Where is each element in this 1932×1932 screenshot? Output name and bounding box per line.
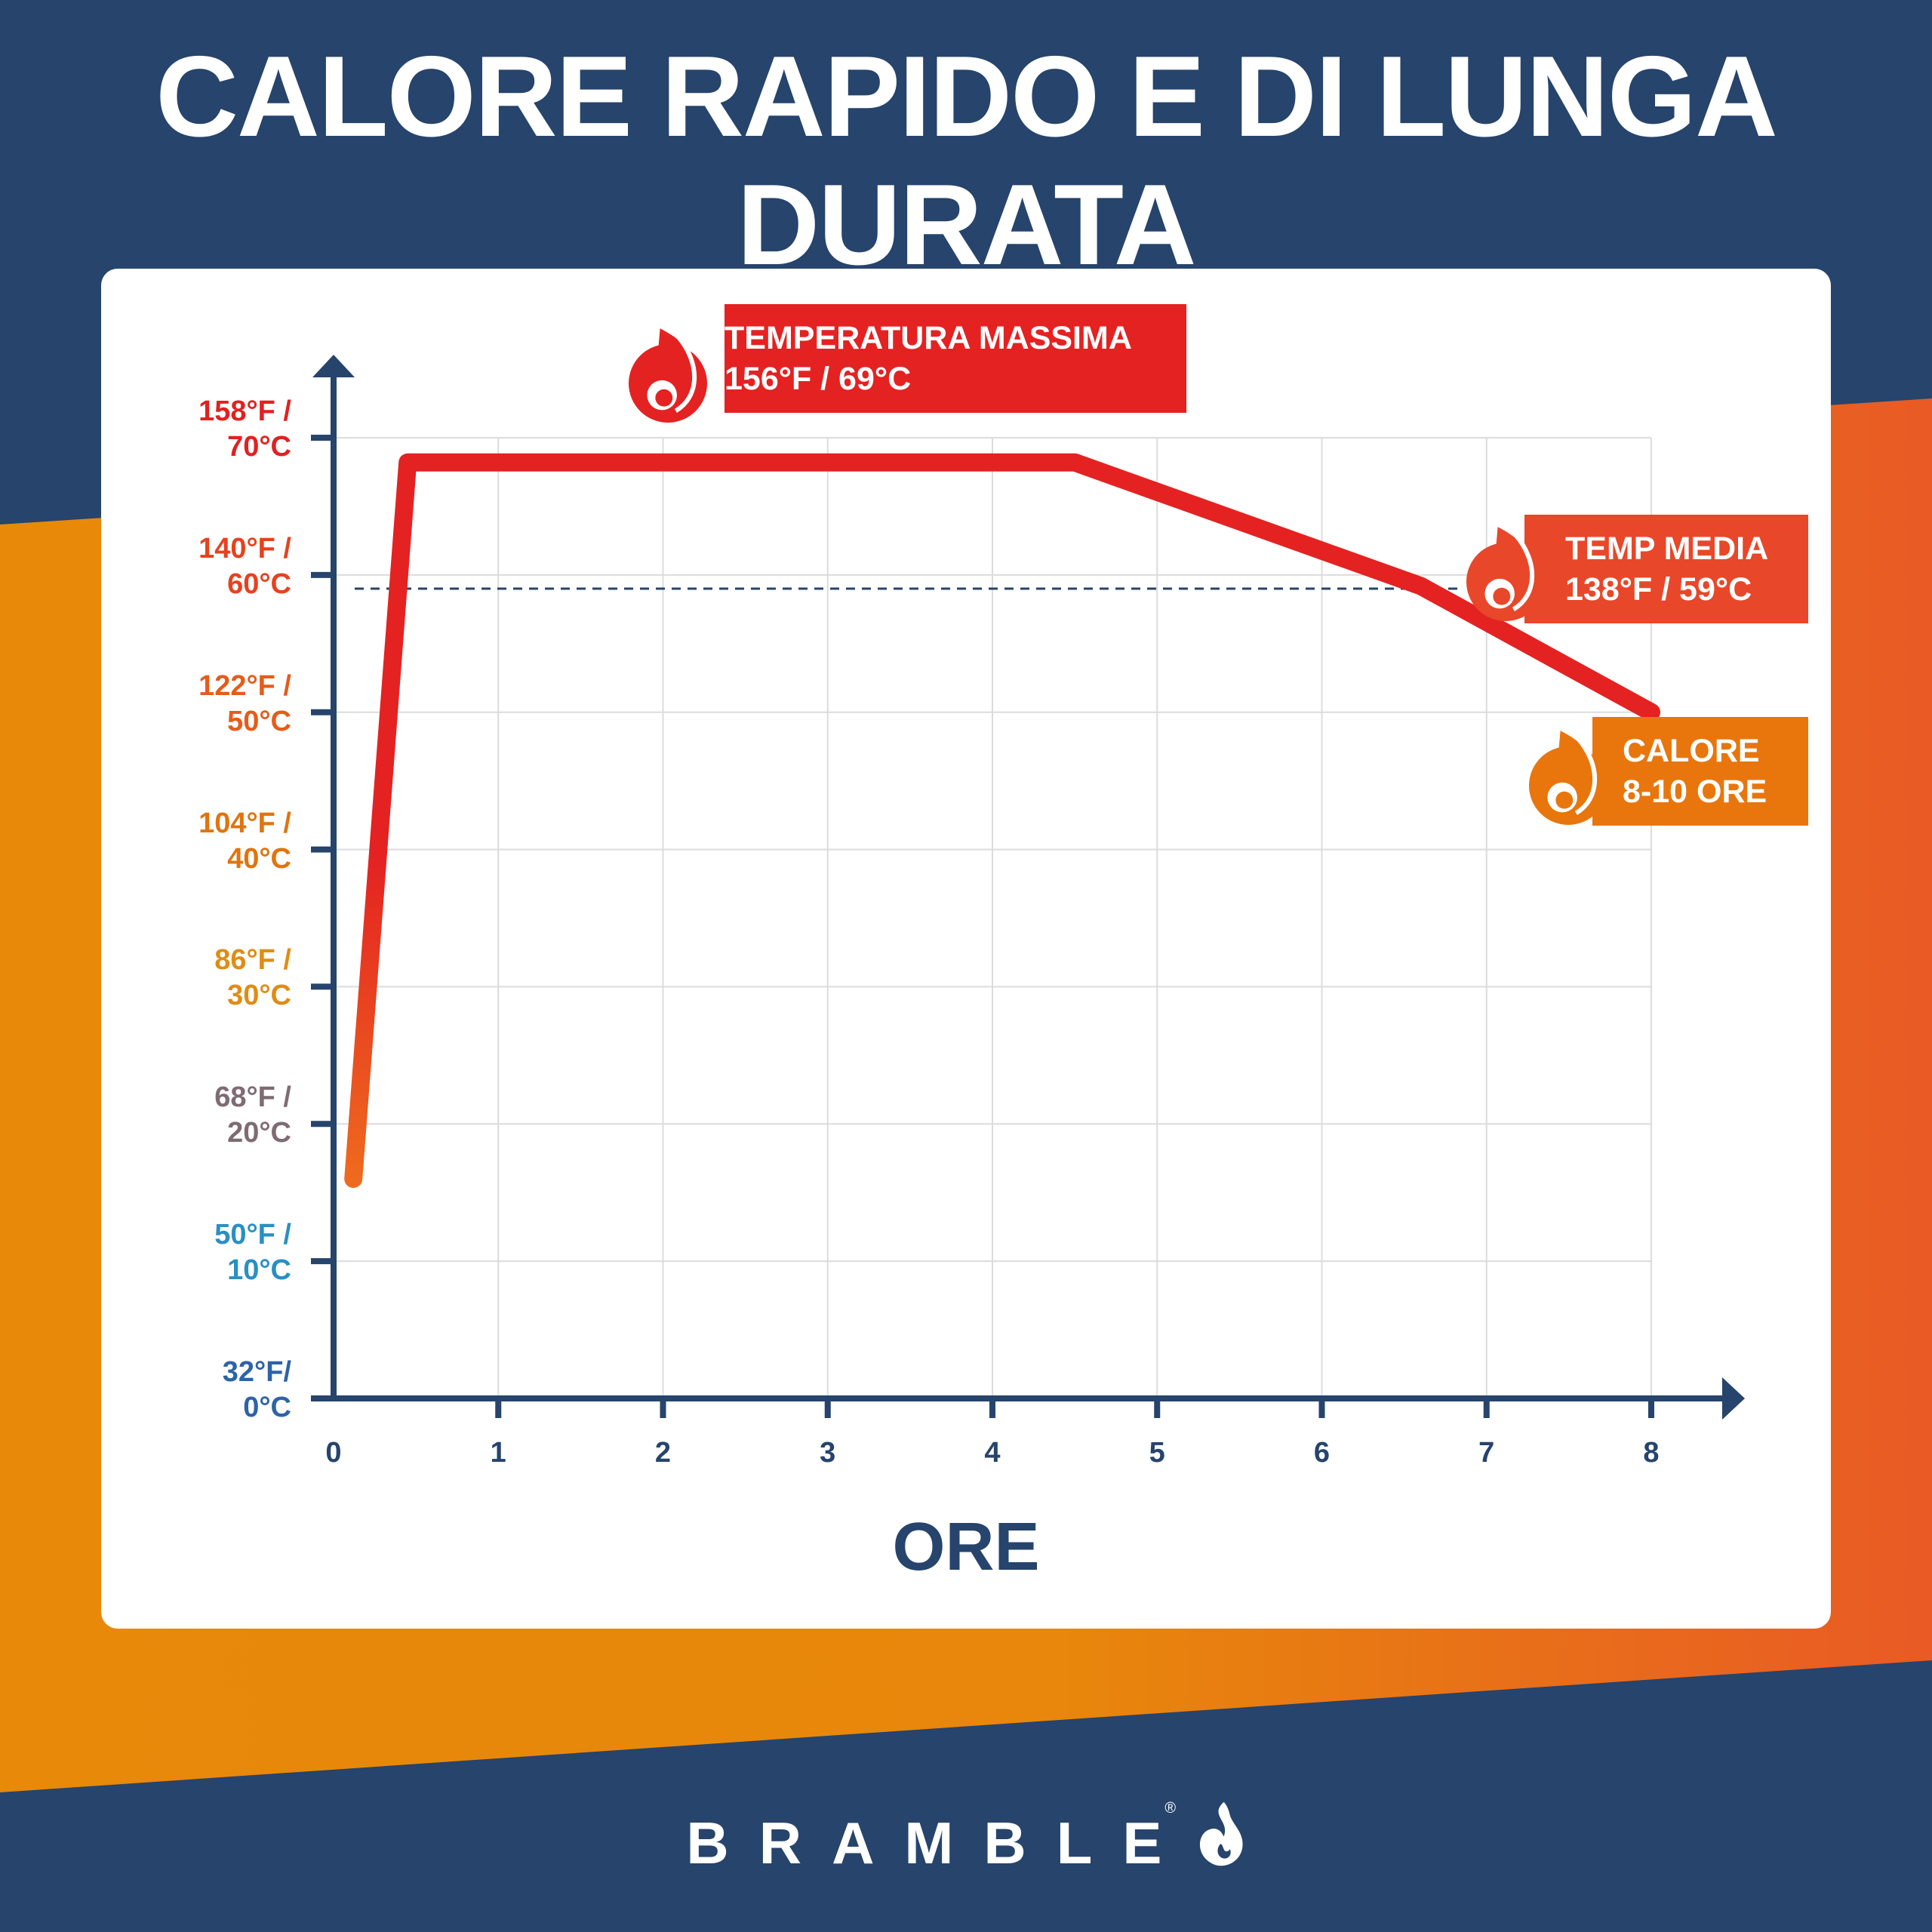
y-tick-label-celsius: 30°C bbox=[227, 980, 291, 1012]
y-tick-label-fahrenheit: 32°F/ bbox=[222, 1356, 291, 1388]
annotation-max-line1: TEMPERATURA MASSIMA bbox=[724, 320, 1132, 356]
y-tick-label-celsius: 60°C bbox=[227, 568, 291, 600]
x-tick-label: 3 bbox=[820, 1437, 836, 1469]
brand-wordmark: BRAMBLE bbox=[686, 1810, 1192, 1876]
annotation-avg-line2: 138°F / 59°C bbox=[1565, 571, 1752, 608]
page-title-line-2: DURATA bbox=[737, 161, 1196, 289]
y-tick-label: 104°F /40°C bbox=[103, 806, 291, 877]
x-tick-label: 2 bbox=[654, 1437, 672, 1469]
flame-logo-icon bbox=[1199, 1801, 1243, 1866]
annotation-heat-line1: CALORE bbox=[1623, 733, 1760, 769]
y-tick-label-celsius: 50°C bbox=[227, 705, 291, 737]
annotation-heat-line2: 8-10 ORE bbox=[1623, 774, 1767, 810]
x-tick-label: 4 bbox=[984, 1437, 1001, 1469]
axes bbox=[311, 355, 1745, 1420]
y-tick-label-celsius: 0°C bbox=[243, 1392, 291, 1423]
y-tick-label-fahrenheit: 122°F / bbox=[198, 669, 291, 702]
y-tick-label: 158°F / 70°C bbox=[103, 394, 291, 465]
y-tick-label-celsius: 10°C bbox=[227, 1254, 291, 1287]
x-tick-label: 0 bbox=[325, 1437, 342, 1469]
y-tick-label: 32°F/0°C bbox=[103, 1355, 291, 1426]
annotation-average-temperature: TEMP MEDIA 138°F / 59°C bbox=[1524, 515, 1808, 623]
y-tick-label-fahrenheit: 50°F / bbox=[214, 1219, 291, 1251]
annotation-max-temperature: TEMPERATURA MASSIMA 156°F / 69°C bbox=[724, 304, 1186, 413]
annotation-avg-line1: TEMP MEDIA bbox=[1565, 531, 1769, 567]
y-tick-label: 140°F /60°C bbox=[103, 531, 291, 602]
y-tick-label-fahrenheit: 140°F / bbox=[198, 532, 291, 565]
registered-mark: ® bbox=[1164, 1800, 1177, 1817]
grid bbox=[334, 437, 1652, 1398]
y-tick-label-celsius: 40°C bbox=[227, 842, 291, 875]
y-tick-label-fahrenheit: 68°F / bbox=[214, 1081, 291, 1114]
y-tick-label: 86°F /30°C bbox=[103, 943, 291, 1014]
x-tick-label: 7 bbox=[1478, 1437, 1495, 1469]
y-tick-label-fahrenheit: 86°F / bbox=[214, 944, 291, 977]
page-title-line-1: CALORE RAPIDO E DI LUNGA bbox=[155, 32, 1778, 161]
x-axis-arrow bbox=[1722, 1377, 1745, 1420]
chart-card bbox=[101, 269, 1831, 1629]
x-tick-label: 6 bbox=[1313, 1437, 1331, 1469]
series-line-temperature bbox=[344, 453, 1660, 1189]
y-tick-label: 68°F /20°C bbox=[103, 1080, 291, 1151]
x-tick-label: 1 bbox=[490, 1437, 506, 1469]
y-axis-arrow bbox=[312, 355, 355, 377]
annotation-max-line2: 156°F / 69°C bbox=[724, 361, 912, 397]
y-tick-label-celsius: 70°C bbox=[227, 431, 291, 463]
x-axis-title: ORE bbox=[892, 1509, 1040, 1585]
x-tick-label: 5 bbox=[1149, 1437, 1165, 1469]
y-tick-label: 50°F /10°C bbox=[103, 1217, 291, 1288]
y-tick-label-fahrenheit: 158°F / bbox=[198, 395, 291, 427]
y-tick-label-fahrenheit: 104°F / bbox=[198, 807, 291, 839]
y-tick-label: 122°F /50°C bbox=[103, 669, 291, 740]
brand-logo: BRAMBLE® bbox=[0, 1800, 1932, 1872]
y-tick-label-celsius: 20°C bbox=[227, 1117, 291, 1149]
annotation-heat-duration: CALORE 8-10 ORE bbox=[1592, 717, 1808, 826]
x-tick-label: 8 bbox=[1643, 1437, 1660, 1469]
